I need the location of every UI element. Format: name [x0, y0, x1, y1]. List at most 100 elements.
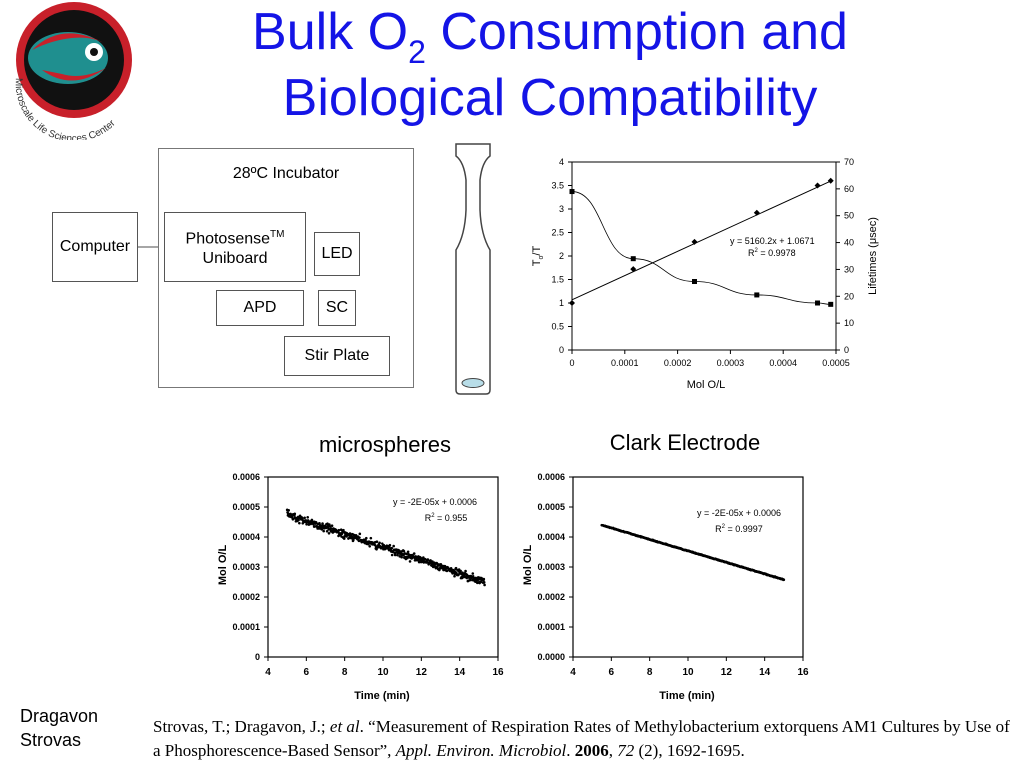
- data-point: [368, 544, 372, 548]
- y2-tick-label: 50: [844, 211, 854, 221]
- y2-tick-label: 10: [844, 318, 854, 328]
- data-point: [342, 528, 345, 532]
- clark-electrode-label: Clark Electrode: [609, 430, 761, 455]
- x-tick-label: 0.0003: [717, 358, 745, 368]
- clark-r2: R2 = 0.9997: [715, 524, 763, 534]
- data-point: [464, 569, 467, 573]
- data-point: [354, 534, 358, 537]
- microspheres-chart: 4 6 8 10 12 14 16 0 0.0001 0.0002 0.0003 0.0004 0.00…: [217, 472, 504, 702]
- x-tick-label: 6: [304, 667, 310, 678]
- page-title: Bulk O2 Consumption and Biological Compa…: [150, 2, 950, 128]
- x-tick-label: 8: [342, 667, 348, 678]
- cuvette-drawing: [455, 143, 491, 395]
- x-tick-label: 14: [454, 667, 466, 678]
- x-tick-label: 0.0005: [822, 358, 850, 368]
- title-subscript: 2: [408, 34, 426, 70]
- computer-label: Computer: [59, 238, 131, 255]
- data-point: [417, 560, 421, 564]
- data-point: [314, 520, 318, 524]
- data-point: [337, 528, 341, 532]
- x-tick-label: 12: [416, 667, 428, 678]
- lifetime-point: [569, 189, 575, 195]
- clark-x-label: Time (min): [659, 690, 715, 702]
- data-point: [287, 508, 290, 512]
- data-point: [400, 555, 403, 559]
- calibration-x-label: Mol O/L: [687, 379, 726, 391]
- y-tick-label: 0.0004: [537, 532, 565, 542]
- y-tick-label: 3: [559, 204, 564, 214]
- data-point: [369, 536, 373, 540]
- y-tick-label: 0.0003: [537, 562, 565, 572]
- photosense-label-line1: PhotosenseTM: [185, 228, 285, 248]
- data-point: [426, 558, 430, 561]
- x-tick-label: 16: [492, 667, 504, 678]
- logo-fish-pupil: [90, 48, 98, 56]
- title-text-a: Bulk O: [252, 3, 409, 61]
- y-tick-label: 0.0001: [232, 622, 260, 632]
- ratio-point: [814, 182, 821, 189]
- photosense-box: PhotosenseTM Uniboard: [164, 212, 306, 282]
- lifetime-point: [630, 256, 636, 262]
- y2-tick-label: 20: [844, 291, 854, 301]
- y-tick-label: 4: [559, 157, 564, 167]
- authors-block: Dragavon Strovas: [20, 704, 98, 752]
- data-point: [305, 522, 308, 526]
- data-point: [412, 552, 416, 555]
- data-point: [390, 553, 394, 557]
- y-tick-label: 0.0005: [537, 502, 565, 512]
- x-tick-label: 10: [682, 667, 694, 678]
- data-point: [329, 527, 333, 530]
- data-point: [388, 546, 391, 549]
- y-tick-label: 0.0006: [232, 472, 260, 482]
- y-tick-label: 0: [559, 345, 564, 355]
- ratio-point: [753, 209, 760, 216]
- logo-fish-belly: [42, 68, 106, 81]
- microspheres-y-label: Mol O/L: [217, 545, 229, 586]
- sc-box: SC: [318, 290, 356, 326]
- data-point: [320, 528, 324, 531]
- microspheres-x-label: Time (min): [354, 690, 410, 702]
- data-point: [393, 553, 397, 557]
- x-tick-label: 16: [797, 667, 809, 678]
- clark-electrode-chart: 4 6 8 10 12 14 16 0.0000 0.0001 0.0002 0.0003 0.000…: [522, 472, 809, 702]
- lifetime-point: [691, 279, 697, 285]
- led-box: LED: [314, 232, 360, 276]
- ratio-point: [630, 266, 637, 273]
- y-tick-label: 0: [255, 652, 260, 662]
- title-text-b: Consumption and: [425, 3, 848, 61]
- x-tick-label: 0.0002: [664, 358, 692, 368]
- data-point: [375, 540, 379, 543]
- y-tick-label: 0.0000: [537, 652, 565, 662]
- lifetime-point: [815, 300, 821, 306]
- calibration-y2-label: Lifetimes (μsec): [867, 217, 879, 295]
- y-tick-label: 3.5: [551, 181, 564, 191]
- apd-box: APD: [216, 290, 304, 326]
- data-point: [358, 532, 362, 536]
- y-tick-label: 1.5: [551, 275, 564, 285]
- y-tick-label: 0.0003: [232, 562, 260, 572]
- y2-tick-label: 40: [844, 238, 854, 248]
- data-point: [378, 541, 381, 545]
- x-tick-label: 8: [647, 667, 653, 678]
- calibration-r2: R2 = 0.9978: [748, 248, 796, 258]
- data-point: [468, 578, 472, 582]
- y2-tick-label: 0: [844, 345, 849, 355]
- led-label: LED: [321, 245, 353, 262]
- y-tick-label: 2: [559, 251, 564, 261]
- data-point: [454, 566, 458, 570]
- data-point: [303, 516, 306, 520]
- stir-plate-box: Stir Plate: [284, 336, 390, 376]
- data-point: [482, 577, 486, 581]
- y-tick-label: 0.0005: [232, 502, 260, 512]
- apd-label: APD: [243, 299, 277, 316]
- y-tick-label: 2.5: [551, 228, 564, 238]
- microspheres-label: microspheres: [318, 432, 452, 457]
- microspheres-equation: y = -2E-05x + 0.0006: [393, 497, 477, 507]
- title-line-2: Biological Compatibility: [282, 69, 818, 127]
- stir-bar: [461, 378, 485, 388]
- calibration-equation: y = 5160.2x + 1.0671: [730, 236, 815, 246]
- x-tick-label: 0.0001: [611, 358, 639, 368]
- ratio-point: [569, 300, 575, 306]
- y-tick-label: 0.0002: [232, 592, 260, 602]
- y-tick-label: 0.0001: [537, 622, 565, 632]
